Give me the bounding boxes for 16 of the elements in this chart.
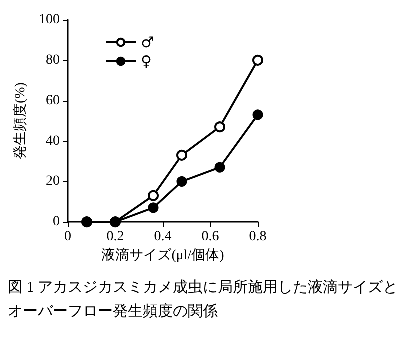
x-tick-label: 0.4 [154, 230, 172, 245]
y-tick-label: 100 [39, 12, 60, 28]
legend-label: ♂ [141, 34, 154, 52]
caption: 図 1 アカスジカスミカメ成虫に局所施用した液滴サイズとオーバーフロー発生頻度の関係 [8, 278, 399, 322]
y-tick-label: 40 [46, 134, 60, 149]
x-axis-title: 液滴サイズ(μl/個体) [102, 248, 225, 264]
x-tick-label: 0 [64, 230, 72, 245]
y-tick-label: 0 [53, 214, 60, 230]
y-tick-label: 80 [46, 52, 60, 68]
legend-label: ♀ [141, 52, 152, 70]
y-axis-title: 発生頻度(%) [12, 82, 28, 160]
x-tick-label: 0.8 [249, 230, 267, 245]
x-tick-label: 0.2 [106, 230, 124, 245]
x-tick-label: 0.6 [202, 230, 220, 245]
y-tick-label: 60 [46, 93, 60, 108]
y-tick-label: 20 [46, 174, 60, 190]
